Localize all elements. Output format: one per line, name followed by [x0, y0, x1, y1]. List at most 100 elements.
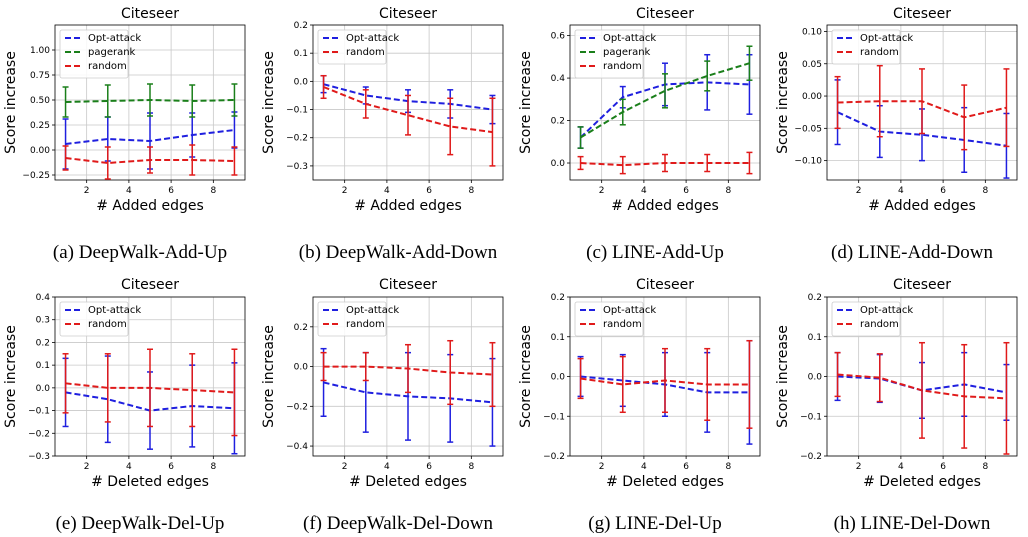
chart-title: Citeseer [893, 277, 951, 293]
legend-label: pagerank [88, 47, 136, 58]
y-tick-label: 0.2 [36, 338, 50, 348]
panel-6: 2 4 6 8 −0.4 −0.2 0.0 0.2 Citeseer # Deleted edge… [261, 277, 504, 534]
figure-caption: (b) DeepWalk-Add-Down [299, 242, 498, 263]
y-tick-label: 0.50 [30, 96, 50, 106]
x-tick-label: 6 [940, 186, 946, 196]
y-tick-label: 0.00 [30, 146, 50, 156]
y-axis-label: Score increase [518, 325, 534, 428]
plot-area [320, 74, 496, 167]
figure-caption: (c) LINE-Add-Up [586, 242, 724, 263]
y-tick-label: 0.6 [551, 32, 566, 42]
axes-frame [54, 24, 246, 181]
x-axis-label: # Added edges [611, 198, 719, 214]
y-axis-label: Score increase [775, 51, 791, 154]
legend-label: Opt-attack [603, 305, 656, 316]
series-line-opt-attack [65, 129, 235, 145]
x-tick-label: 8 [210, 186, 216, 196]
y-tick-label: −0.05 [794, 124, 822, 134]
chart-title: Citeseer [893, 6, 951, 22]
y-tick-label: −0.3 [286, 162, 308, 172]
axes-frame [54, 296, 246, 457]
legend-label: random [603, 319, 642, 330]
legend-label: Opt-attack [860, 33, 913, 44]
series-line-pagerank [65, 98, 235, 103]
y-tick-label: 0.2 [551, 293, 565, 303]
x-axis-label: # Added edges [868, 198, 976, 214]
legend-label: Opt-attack [346, 33, 399, 44]
y-tick-label: 0.2 [294, 21, 308, 31]
x-axis-label: # Deleted edges [91, 474, 209, 490]
x-tick-label: 6 [168, 462, 174, 472]
chart-title: Citeseer [379, 6, 437, 22]
x-tick-label: 2 [856, 462, 862, 472]
y-axis-label: Score increase [518, 51, 534, 154]
chart-title: Citeseer [636, 277, 694, 293]
y-tick-label: 0.1 [551, 333, 565, 343]
x-tick-label: 2 [599, 186, 605, 196]
panel-7: 2 4 6 8 −0.2 −0.1 0.0 0.1 0.2 Citeseer # Deleted e… [518, 277, 761, 534]
legend-label: random [346, 47, 385, 58]
x-tick-label: 8 [468, 462, 474, 472]
y-tick-label: −0.1 [286, 106, 308, 116]
y-tick-label: 0.1 [294, 49, 308, 59]
x-tick-label: 8 [210, 462, 216, 472]
figure-caption: (a) DeepWalk-Add-Up [53, 242, 227, 263]
axes-frame [312, 296, 504, 457]
y-tick-label: 0.4 [36, 293, 51, 303]
x-tick-label: 4 [641, 462, 647, 472]
series-line-random [65, 382, 235, 394]
x-tick-label: 8 [982, 462, 988, 472]
plot-area [577, 45, 753, 175]
chart-title: Citeseer [636, 6, 694, 22]
x-axis-label: # Added edges [96, 198, 204, 214]
x-tick-label: 6 [683, 186, 689, 196]
legend-label: pagerank [603, 47, 651, 58]
x-tick-label: 8 [725, 186, 731, 196]
x-tick-label: 6 [426, 462, 432, 472]
y-tick-label: 0.0 [808, 373, 823, 383]
x-tick-label: 2 [856, 186, 862, 196]
x-tick-label: 4 [126, 462, 132, 472]
x-tick-label: 6 [426, 186, 432, 196]
y-tick-label: 0.75 [30, 71, 50, 81]
y-tick-label: −0.4 [286, 442, 308, 452]
legend-label: random [860, 47, 899, 58]
x-tick-label: 2 [342, 186, 348, 196]
series-line-opt-attack [323, 381, 493, 404]
x-tick-label: 2 [342, 462, 348, 472]
y-tick-label: 0.0 [294, 363, 309, 373]
y-tick-label: 0.10 [802, 27, 822, 37]
series-line-random [837, 100, 1007, 119]
y-tick-label: 0.1 [36, 361, 50, 371]
x-axis-label: # Deleted edges [606, 474, 724, 490]
y-tick-label: 0.0 [551, 373, 566, 383]
figure-caption: (h) LINE-Del-Down [834, 513, 991, 534]
plot-area [62, 348, 238, 455]
x-tick-label: 2 [84, 462, 90, 472]
y-tick-label: 0.0 [294, 77, 309, 87]
y-tick-label: 0.1 [808, 333, 822, 343]
x-tick-label: 6 [168, 186, 174, 196]
series-line-random [65, 157, 235, 165]
plot-area [834, 64, 1010, 179]
y-tick-label: 0.0 [36, 384, 51, 394]
y-tick-label: 0.2 [294, 323, 308, 333]
x-axis-label: # Added edges [354, 198, 462, 214]
plot-area [320, 339, 496, 447]
x-tick-label: 6 [683, 462, 689, 472]
y-tick-label: −0.2 [28, 429, 50, 439]
series-line-random [580, 162, 750, 167]
series-line-random [323, 365, 493, 376]
y-axis-label: Score increase [261, 325, 277, 428]
figure-caption: (e) DeepWalk-Del-Up [56, 513, 225, 534]
y-tick-label: −0.2 [286, 402, 308, 412]
y-tick-label: −0.2 [286, 134, 308, 144]
panel-1: 2 4 6 8 −0.25 0.00 0.25 0.50 0.75 1.00 Citeseer # A… [3, 6, 246, 263]
y-tick-label: −0.1 [543, 412, 565, 422]
legend-label: Opt-attack [88, 305, 141, 316]
x-tick-label: 2 [84, 186, 90, 196]
x-tick-label: 4 [384, 186, 390, 196]
x-tick-label: 8 [982, 186, 988, 196]
panel-2: 2 4 6 8 −0.3 −0.2 −0.1 0.0 0.1 0.2 Citeseer # Added… [261, 6, 504, 263]
